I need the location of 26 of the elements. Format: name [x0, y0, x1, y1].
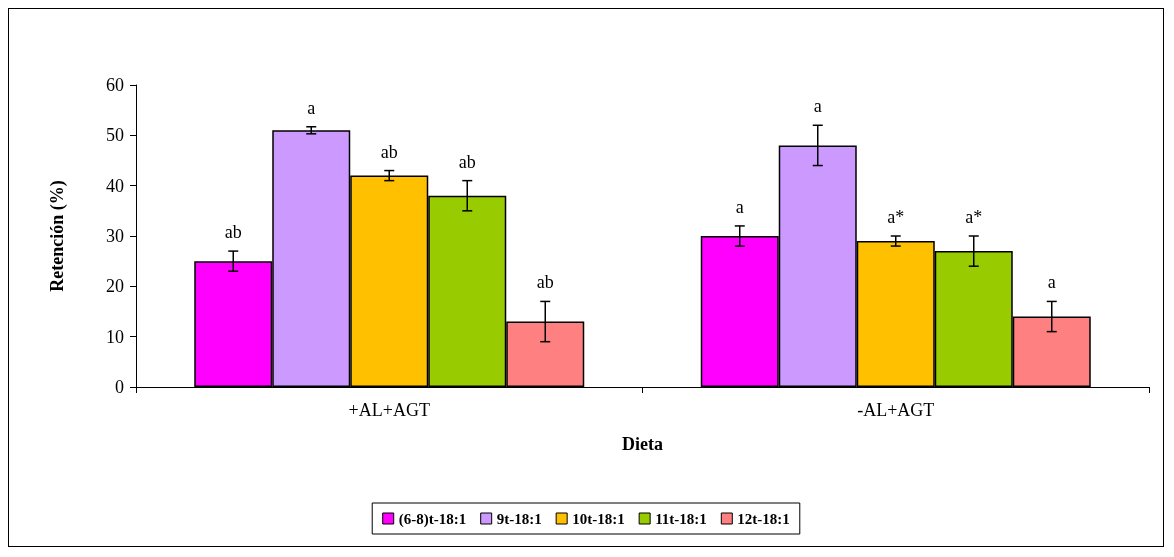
legend-label: 10t-18:1	[572, 510, 625, 527]
legend-label: (6-8)t-18:1	[398, 510, 467, 528]
data-label: a	[1047, 272, 1056, 293]
legend-label: 9t-18:1	[496, 510, 542, 527]
data-label: ab	[536, 272, 554, 293]
legend-label: 11t-18:1	[655, 510, 707, 527]
y-tick-label: 10	[106, 326, 124, 347]
data-label: a	[307, 97, 316, 118]
legend-label: 12t-18:1	[737, 510, 790, 527]
y-tick-label: 60	[106, 75, 124, 95]
data-label: a*	[965, 207, 983, 227]
y-tick-label: 0	[115, 377, 124, 397]
x-axis-title: Dieta	[622, 434, 663, 454]
y-tick-label: 20	[106, 276, 124, 297]
data-label: ab	[224, 222, 242, 243]
x-tick-label: -AL+AGT	[857, 400, 935, 420]
y-tick-label: 40	[106, 175, 124, 196]
data-label: ab	[380, 141, 398, 162]
data-label: ab	[458, 151, 476, 172]
y-tick-label: 30	[106, 226, 124, 246]
data-label: a	[735, 196, 744, 217]
y-tick-label: 50	[106, 125, 124, 146]
data-label: a	[813, 96, 822, 117]
x-tick-label: +AL+AGT	[348, 400, 430, 420]
y-axis-title: Retención (%)	[47, 180, 68, 292]
data-label: a*	[887, 207, 905, 227]
